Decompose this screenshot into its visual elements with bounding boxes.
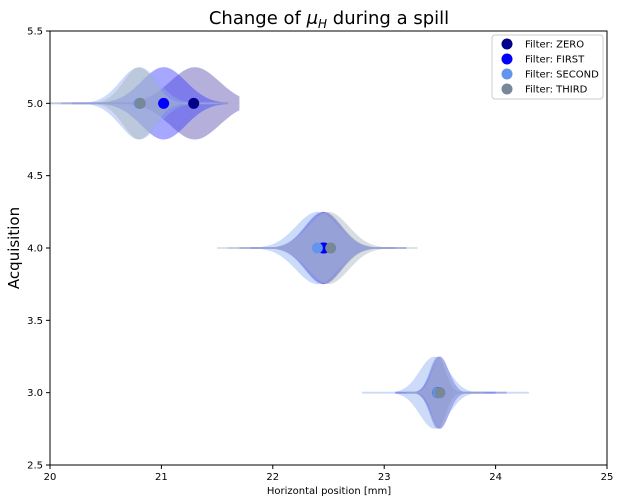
title-mu: μ <box>306 8 318 29</box>
violin-1-2 <box>395 356 496 429</box>
x-tick-label: 23 <box>378 472 391 483</box>
chart-title: Change of μH during a spill <box>209 8 449 31</box>
y-tick-label: 5.0 <box>27 99 43 110</box>
legend-label: Filter: FIRST <box>525 55 585 66</box>
legend-marker <box>501 68 513 80</box>
x-axis-label: Horizontal position [mm] <box>267 486 391 497</box>
legend-label: Filter: SECOND <box>525 70 599 81</box>
mean-point-2-1 <box>311 242 323 254</box>
mean-point-3-1 <box>325 242 337 254</box>
title-suffix: during a spill <box>327 8 449 29</box>
mean-point-1-0 <box>158 97 170 109</box>
title-subscript: H <box>318 17 327 31</box>
mean-point-3-0 <box>134 97 146 109</box>
violin-0-2 <box>395 356 507 429</box>
x-tick-label: 20 <box>44 472 57 483</box>
violin-2-0 <box>50 67 218 140</box>
y-tick-label: 5.5 <box>27 27 43 38</box>
violin-2-2 <box>361 356 529 429</box>
y-tick-label: 2.5 <box>27 461 43 472</box>
legend: Filter: ZERO Filter: FIRST Filter: SECOND F… <box>491 34 604 100</box>
legend-marker <box>501 53 513 65</box>
y-axis-label: Acquisition <box>5 207 23 289</box>
axes: 20 21 22 23 24 25 2.5 3.0 3.5 4.0 4.5 5.0 5.5 <box>27 27 613 484</box>
x-tick-label: 22 <box>266 472 279 483</box>
legend-marker <box>501 83 513 95</box>
legend-marker <box>501 38 513 50</box>
mean-point-0-0 <box>188 97 200 109</box>
y-tick-label: 3.0 <box>27 388 43 399</box>
y-tick-label: 4.0 <box>27 244 43 255</box>
x-tick-label: 24 <box>489 472 502 483</box>
legend-label: Filter: ZERO <box>525 40 584 51</box>
violin-1-0 <box>72 67 229 140</box>
title-prefix: Change of <box>209 8 307 29</box>
legend-label: Filter: THIRD <box>525 85 588 96</box>
legend-box <box>491 34 604 100</box>
x-tick-label: 21 <box>155 472 168 483</box>
y-tick-label: 4.5 <box>27 171 43 182</box>
y-tick-label: 3.5 <box>27 316 43 327</box>
x-tick-label: 25 <box>601 472 614 483</box>
violin-3-2 <box>406 356 485 429</box>
mean-point-3-2 <box>434 387 446 399</box>
plot-area <box>50 67 529 429</box>
violin-0-0 <box>61 67 240 140</box>
